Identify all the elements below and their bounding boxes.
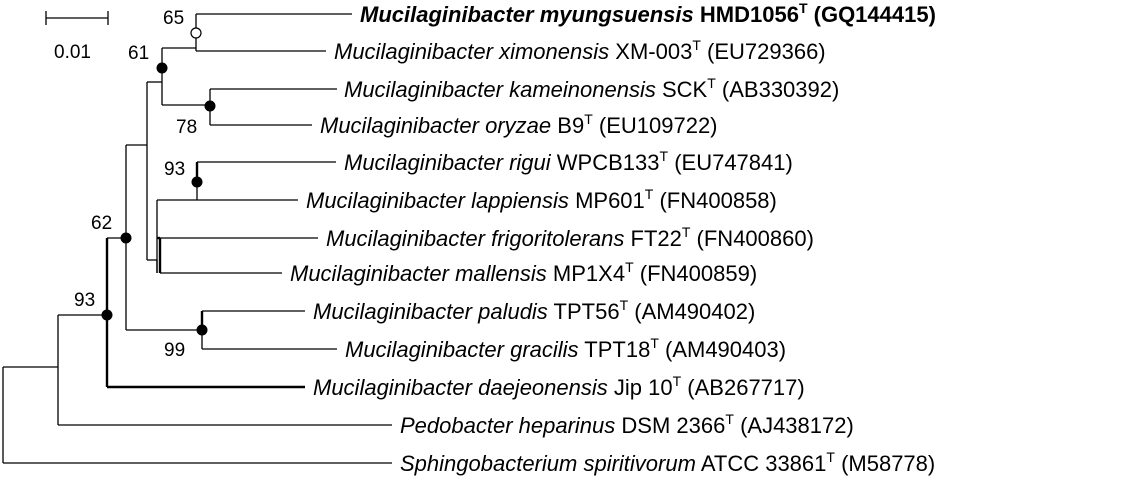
taxon-label: Mucilaginibacter myungsuensis HMD1056T (… xyxy=(360,0,936,27)
node-marker-n93a xyxy=(191,176,203,188)
bootstrap-n65: 65 xyxy=(163,8,184,29)
node-marker-n62 xyxy=(120,232,132,244)
bootstrap-values: 65 61 78 93 62 99 93 xyxy=(74,8,197,361)
taxon-label: Mucilaginibacter lappiensis MP601T (FN40… xyxy=(306,186,777,213)
taxon-labels: Mucilaginibacter myungsuensis HMD1056T (… xyxy=(290,0,936,476)
taxon-label: Mucilaginibacter ximonensis XM-003T (EU7… xyxy=(334,37,826,64)
scale-bar-label: 0.01 xyxy=(54,42,91,63)
taxon-label: Sphingobacterium spiritivorum ATCC 33861… xyxy=(400,449,935,476)
taxon-label: Mucilaginibacter gracilis TPT18T (AM4904… xyxy=(345,335,786,362)
bootstrap-n99: 99 xyxy=(164,340,185,361)
taxon-label: Mucilaginibacter rigui WPCB133T (EU74784… xyxy=(344,148,793,175)
taxon-label: Mucilaginibacter frigoritolerans FT22T (… xyxy=(326,224,814,251)
bootstrap-n93b: 93 xyxy=(74,290,95,311)
bootstrap-n93a: 93 xyxy=(164,159,185,180)
node-markers xyxy=(101,27,216,336)
taxon-label: Pedobacter heparinus DSM 2366T (AJ438172… xyxy=(400,411,854,438)
node-marker-n65 xyxy=(190,27,202,39)
taxon-label: Mucilaginibacter kameinonensis SCKT (AB3… xyxy=(344,75,839,102)
taxon-label: Mucilaginibacter daejeonensis Jip 10T (A… xyxy=(313,373,805,400)
node-marker-n93b xyxy=(101,309,113,321)
taxon-label: Mucilaginibacter oryzae B9T (EU109722) xyxy=(320,111,718,138)
bootstrap-n78: 78 xyxy=(176,117,197,138)
bootstrap-n61: 61 xyxy=(128,43,149,64)
node-marker-n78 xyxy=(204,100,216,112)
taxon-label: Mucilaginibacter paludis TPT56T (AM49040… xyxy=(313,297,755,324)
bootstrap-n62: 62 xyxy=(91,213,112,234)
taxon-label: Mucilaginibacter mallensis MP1X4T (FN400… xyxy=(290,259,757,286)
node-marker-n99 xyxy=(196,324,208,336)
node-marker-n61 xyxy=(156,62,168,74)
scale-bar: 0.01 xyxy=(45,11,109,63)
